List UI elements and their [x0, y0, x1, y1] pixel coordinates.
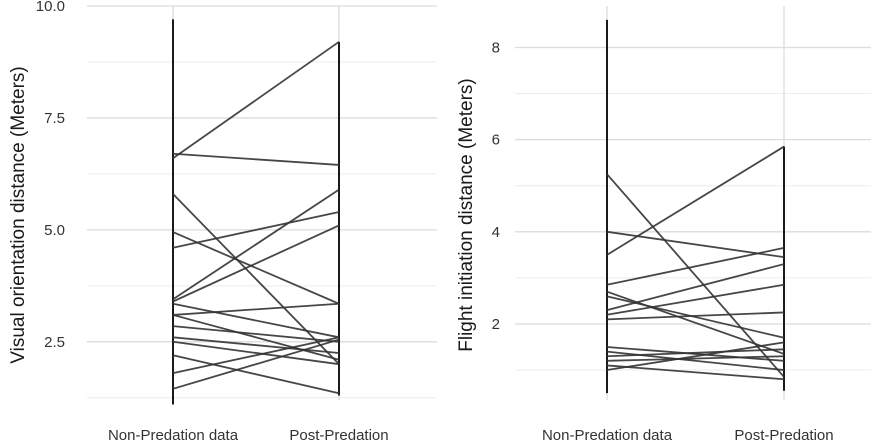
series-line: [172, 188, 340, 301]
x-tick-label: Post-Predation: [734, 427, 833, 443]
series-line: [172, 224, 340, 303]
series-line: [606, 290, 785, 355]
series-line: [172, 41, 340, 159]
series-line: [606, 346, 785, 362]
series-line: [172, 302, 340, 339]
y-tick-label: 6: [492, 132, 500, 149]
series-line: [172, 231, 340, 305]
series-line: [172, 152, 340, 166]
series-line: [172, 193, 340, 365]
series-line: [172, 336, 340, 375]
grid: [87, 5, 437, 400]
x-tick-label: Post-Predation: [289, 427, 388, 443]
series-line: [606, 355, 785, 362]
y-tick-label: 4: [492, 224, 500, 241]
series-lines: [606, 145, 785, 381]
series-lines: [172, 41, 340, 395]
series-line: [606, 247, 785, 286]
series-line: [606, 364, 785, 381]
series-line: [172, 340, 340, 366]
x-tick-label: Non-Predation data: [542, 427, 673, 443]
x-tick-label: Non-Predation data: [108, 427, 239, 443]
y-axis-title: Visual orientation distance (Meters): [8, 66, 29, 363]
series-line: [172, 211, 340, 249]
y-tick-label: 5.0: [44, 222, 65, 239]
y-tick-label: 7.5: [44, 110, 65, 127]
y-tick-label: 10.0: [36, 0, 65, 15]
series-line: [606, 283, 785, 316]
series-line: [606, 341, 785, 371]
stems: [606, 19, 785, 394]
series-line: [172, 338, 340, 390]
series-line: [172, 354, 340, 395]
series-line: [172, 325, 340, 343]
series-line: [606, 263, 785, 312]
right-panel-flight-initiation: 2 4 6 8 Non-Predation data Post-Predation Flig…: [456, 6, 871, 444]
series-line: [606, 311, 785, 321]
y-axis-title: Flight initiation distance (Meters): [456, 78, 477, 352]
y-tick-label: 8: [492, 39, 500, 56]
y-tick-label: 2.5: [44, 334, 65, 351]
series-line: [172, 336, 340, 354]
left-panel-visual-orientation: 2.5 5.0 7.5 10.0 Non-Predation data Post-Pred…: [8, 0, 437, 444]
series-line: [606, 348, 785, 358]
y-tick-label: 2: [492, 316, 500, 333]
series-line: [172, 314, 340, 361]
series-line: [606, 145, 785, 256]
series-line: [172, 302, 340, 316]
